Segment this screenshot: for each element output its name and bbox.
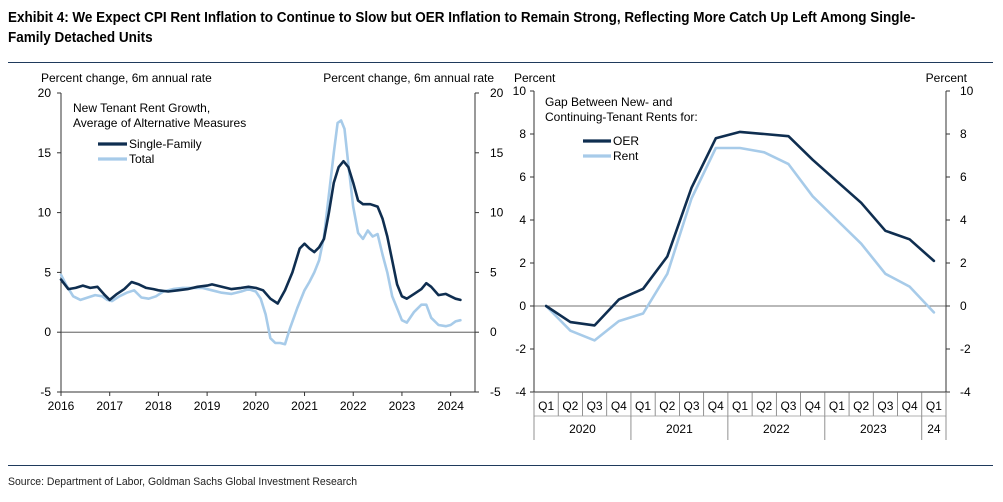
- left-tick-label: 2: [519, 256, 526, 270]
- category-label: Q4: [805, 399, 821, 413]
- right-tick-label: 20: [490, 86, 504, 100]
- right-tick-label: -5: [490, 385, 501, 399]
- chart-title-line: New Tenant Rent Growth,: [73, 101, 210, 115]
- category-label: Q1: [926, 399, 942, 413]
- right-tick-label: 6: [960, 170, 967, 184]
- x-tick-label: 2021: [291, 399, 318, 413]
- category-label: Q1: [635, 399, 651, 413]
- left-tick-label: 10: [513, 84, 527, 98]
- legend-label: Rent: [613, 149, 639, 163]
- left-axis-label: Percent: [514, 71, 556, 85]
- right-tick-label: -2: [960, 342, 971, 356]
- right-tick-label: 2: [960, 256, 967, 270]
- category-label: Q4: [708, 399, 724, 413]
- series-line-rent: [544, 146, 936, 342]
- left-tick-label: 20: [38, 86, 52, 100]
- right-tick-label: 10: [490, 206, 504, 220]
- category-label: Q1: [829, 399, 845, 413]
- x-tick-label: 2016: [48, 399, 75, 413]
- left-tick-label: 0: [44, 325, 51, 339]
- category-label: Q3: [684, 399, 700, 413]
- footer-divider: [8, 465, 993, 466]
- x-tick-label: 2022: [340, 399, 367, 413]
- right-tick-label: -4: [960, 385, 971, 399]
- left-tick-label: 10: [38, 206, 52, 220]
- left-axis-label: Percent change, 6m annual rate: [41, 71, 212, 85]
- chart-title-line: Average of Alternative Measures: [73, 116, 246, 130]
- category-label: Q4: [611, 399, 627, 413]
- chart-title-line: Gap Between New- and: [545, 95, 672, 109]
- category-label: Q1: [538, 399, 554, 413]
- category-label: Q4: [902, 399, 918, 413]
- exhibit-title: Exhibit 4: We Expect CPI Rent Inflation …: [8, 10, 916, 46]
- left-tick-label: 5: [44, 265, 51, 279]
- left-tick-label: 8: [519, 127, 526, 141]
- category-label: Q2: [853, 399, 869, 413]
- right-tick-label: 15: [490, 146, 504, 160]
- series-line-single-family: [59, 159, 462, 305]
- x-tick-label: 2018: [145, 399, 172, 413]
- category-label: Q3: [587, 399, 603, 413]
- left-tick-label: 15: [38, 146, 52, 160]
- series-line-total: [59, 119, 462, 346]
- right-axis-label: Percent: [926, 71, 968, 85]
- legend-label: Single-Family: [129, 137, 202, 151]
- left-tick-label: -5: [40, 385, 51, 399]
- chart-title-line: Continuing-Tenant Rents for:: [545, 110, 698, 124]
- left-tick-label: 6: [519, 170, 526, 184]
- x-tick-label: 2023: [389, 399, 416, 413]
- category-label: Q2: [756, 399, 772, 413]
- year-label: 24: [927, 422, 941, 436]
- category-label: Q3: [877, 399, 893, 413]
- right-tick-label: 0: [490, 325, 497, 339]
- year-label: 2022: [763, 422, 790, 436]
- title-divider: [8, 62, 993, 63]
- x-tick-label: 2024: [437, 399, 464, 413]
- x-tick-label: 2019: [194, 399, 221, 413]
- category-label: Q2: [659, 399, 675, 413]
- right-tick-label: 10: [960, 84, 974, 98]
- right-tick-label: 8: [960, 127, 967, 141]
- x-tick-label: 2020: [242, 399, 269, 413]
- right-tick-label: 0: [960, 299, 967, 313]
- year-label: 2020: [569, 422, 596, 436]
- left-tick-label: -4: [515, 385, 526, 399]
- right-tick-label: 5: [490, 265, 497, 279]
- legend-label: Total: [129, 152, 154, 166]
- left-tick-label: -2: [515, 342, 526, 356]
- right-axis-label: Percent change, 6m annual rate: [323, 71, 494, 85]
- year-label: 2023: [860, 422, 887, 436]
- series-line-oer: [544, 130, 936, 327]
- right-tick-label: 4: [960, 213, 967, 227]
- left-tick-label: 4: [519, 213, 526, 227]
- legend-label: OER: [613, 134, 639, 148]
- x-tick-label: 2017: [96, 399, 123, 413]
- category-label: Q1: [732, 399, 748, 413]
- category-label: Q3: [780, 399, 796, 413]
- year-label: 2021: [666, 422, 693, 436]
- chart-new-tenant-rent-growth: -5 0 5 10 15 20 -5 0 5 10 15 20 2016 2017 2018 2019 2020…: [38, 71, 504, 413]
- source-note: Source: Department of Labor, Goldman Sac…: [8, 476, 358, 488]
- left-tick-label: 0: [519, 299, 526, 313]
- category-label: Q2: [562, 399, 578, 413]
